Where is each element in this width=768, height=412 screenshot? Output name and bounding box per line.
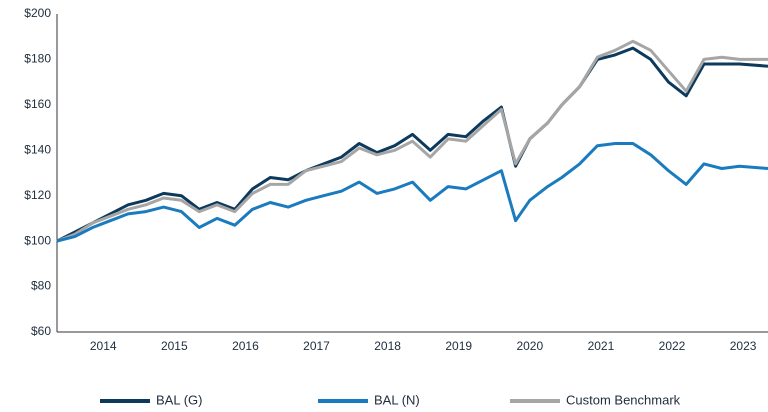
x-tick-label: 2014: [90, 339, 117, 353]
x-tick-label: 2018: [374, 339, 401, 353]
y-tick-label: $180: [24, 52, 51, 66]
legend: BAL (G) BAL (N) Custom Benchmark: [100, 392, 681, 407]
series-line: [56, 39, 768, 243]
legend-label: Custom Benchmark: [566, 392, 681, 407]
y-tick-label: $60: [31, 324, 51, 338]
y-tick-label: $200: [24, 6, 51, 20]
y-tick-label: $100: [24, 233, 51, 247]
y-tick-label: $140: [24, 142, 51, 156]
y-tick-label: $160: [24, 97, 51, 111]
x-tick-label: 2023: [730, 339, 757, 353]
y-tick-label: $120: [24, 188, 51, 202]
series-line: [56, 46, 768, 243]
x-tick-label: 2017: [303, 339, 330, 353]
y-tick-label: $80: [31, 279, 51, 293]
x-tick-label: 2019: [445, 339, 472, 353]
legend-label: BAL (G): [156, 392, 202, 407]
series-line: [56, 142, 768, 243]
x-tick-label: 2016: [232, 339, 259, 353]
x-tick-label: 2022: [659, 339, 686, 353]
x-tick-label: 2015: [161, 339, 188, 353]
x-tick-label: 2020: [516, 339, 543, 353]
legend-label: BAL (N): [374, 392, 420, 407]
x-tick-label: 2021: [588, 339, 615, 353]
